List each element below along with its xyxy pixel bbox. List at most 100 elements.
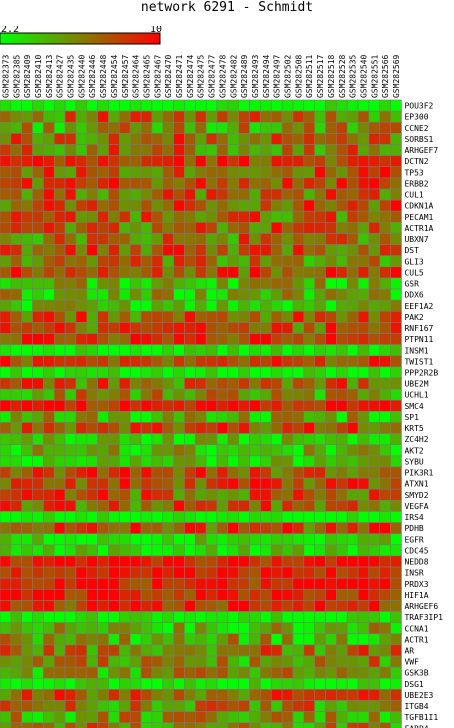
heatmap-cell bbox=[32, 166, 44, 179]
heatmap-cell bbox=[195, 500, 207, 512]
heatmap-cell bbox=[108, 500, 120, 512]
heatmap-cell bbox=[303, 110, 315, 123]
heatmap-cell bbox=[292, 299, 305, 312]
heatmap-cell bbox=[314, 310, 326, 323]
heatmap-cell bbox=[64, 477, 77, 490]
row-label: SP1 bbox=[404, 413, 419, 422]
heatmap-cell bbox=[260, 344, 272, 357]
heatmap-cell bbox=[325, 133, 337, 145]
heatmap-cell bbox=[64, 700, 77, 712]
heatmap-cell bbox=[227, 711, 240, 724]
heatmap-cell bbox=[368, 155, 381, 168]
heatmap-cell bbox=[119, 299, 131, 312]
heatmap-cell bbox=[336, 344, 348, 357]
heatmap-cell bbox=[53, 722, 66, 728]
heatmap-cell bbox=[281, 177, 294, 190]
heatmap-cell bbox=[270, 722, 283, 728]
row-label: SMYD2 bbox=[404, 491, 428, 500]
column-label: GSM282569 bbox=[392, 54, 401, 98]
heatmap-cell bbox=[260, 144, 272, 156]
heatmap-cell bbox=[10, 633, 23, 646]
heatmap-cell bbox=[140, 222, 153, 234]
heatmap-cell bbox=[227, 288, 240, 301]
heatmap-cell bbox=[390, 244, 402, 256]
heatmap-cell bbox=[346, 177, 359, 190]
heatmap-cell bbox=[368, 711, 381, 724]
heatmap-cell bbox=[270, 222, 283, 234]
heatmap-cell bbox=[303, 577, 315, 590]
heatmap-cell bbox=[368, 544, 381, 557]
row-label: PECAM1 bbox=[404, 213, 433, 222]
heatmap-cell bbox=[53, 677, 66, 690]
heatmap-cell bbox=[64, 533, 77, 546]
heatmap-cell bbox=[53, 133, 66, 145]
heatmap-cell bbox=[53, 566, 66, 579]
heatmap-cell bbox=[227, 333, 240, 345]
heatmap-cell bbox=[43, 500, 55, 512]
heatmap-cell bbox=[108, 689, 120, 701]
heatmap-cell bbox=[43, 644, 55, 657]
heatmap-cell bbox=[314, 277, 326, 290]
heatmap-cell bbox=[64, 411, 77, 423]
heatmap-cell bbox=[238, 266, 250, 279]
heatmap-cell bbox=[379, 555, 391, 568]
heatmap-cell bbox=[379, 455, 391, 468]
heatmap-cell bbox=[325, 722, 337, 728]
heatmap-cell bbox=[53, 633, 66, 646]
heatmap-cell bbox=[270, 444, 283, 457]
heatmap-cell bbox=[184, 433, 196, 446]
heatmap-cell bbox=[346, 366, 359, 379]
heatmap-cell bbox=[108, 655, 120, 668]
heatmap-cell bbox=[270, 233, 283, 245]
heatmap-cell bbox=[64, 511, 77, 523]
heatmap-cell bbox=[292, 144, 305, 156]
heatmap-cell bbox=[205, 466, 218, 479]
heatmap-cell bbox=[292, 133, 305, 145]
heatmap-cell bbox=[173, 588, 185, 601]
heatmap-cell bbox=[249, 689, 261, 701]
heatmap-cell bbox=[21, 533, 33, 546]
heatmap-cell bbox=[314, 644, 326, 657]
heatmap-cell bbox=[281, 655, 294, 668]
heatmap-cell bbox=[379, 310, 391, 323]
heatmap-cell bbox=[108, 511, 120, 523]
heatmap-cell bbox=[270, 333, 283, 345]
heatmap-cell bbox=[292, 577, 305, 590]
heatmap-cell bbox=[270, 711, 283, 724]
heatmap-cell bbox=[10, 522, 23, 534]
row-label: GLI3 bbox=[404, 257, 423, 266]
heatmap-cell bbox=[292, 722, 305, 728]
heatmap-cell bbox=[205, 177, 218, 190]
heatmap-cell bbox=[43, 344, 55, 357]
heatmap-cell bbox=[281, 566, 294, 579]
heatmap-cell bbox=[140, 99, 153, 112]
heatmap-cell bbox=[216, 544, 229, 557]
heatmap-cell bbox=[108, 344, 120, 357]
heatmap-cell bbox=[281, 188, 294, 201]
heatmap-cell bbox=[108, 433, 120, 446]
heatmap-cell bbox=[325, 544, 337, 557]
heatmap-cell bbox=[205, 588, 218, 601]
heatmap-cell bbox=[86, 411, 98, 423]
heatmap-cell bbox=[10, 121, 23, 134]
heatmap-cell bbox=[119, 155, 131, 168]
heatmap-cell bbox=[379, 544, 391, 557]
heatmap-cell bbox=[64, 333, 77, 345]
heatmap-cell bbox=[108, 188, 120, 201]
heatmap-cell bbox=[129, 477, 142, 490]
heatmap-cell bbox=[281, 488, 294, 501]
heatmap-cell bbox=[390, 110, 402, 123]
heatmap-cell bbox=[0, 144, 12, 156]
heatmap-cell bbox=[0, 277, 12, 290]
heatmap-cell bbox=[184, 210, 196, 223]
heatmap-cell bbox=[21, 144, 33, 156]
heatmap-cell bbox=[390, 399, 402, 412]
heatmap-cell bbox=[140, 188, 153, 201]
heatmap-cell bbox=[216, 622, 229, 635]
heatmap-cell bbox=[140, 422, 153, 434]
heatmap-cell bbox=[216, 322, 229, 334]
heatmap-cell bbox=[43, 622, 55, 635]
heatmap-cell bbox=[195, 488, 207, 501]
heatmap-cell bbox=[357, 388, 370, 401]
heatmap-cell bbox=[390, 355, 402, 368]
